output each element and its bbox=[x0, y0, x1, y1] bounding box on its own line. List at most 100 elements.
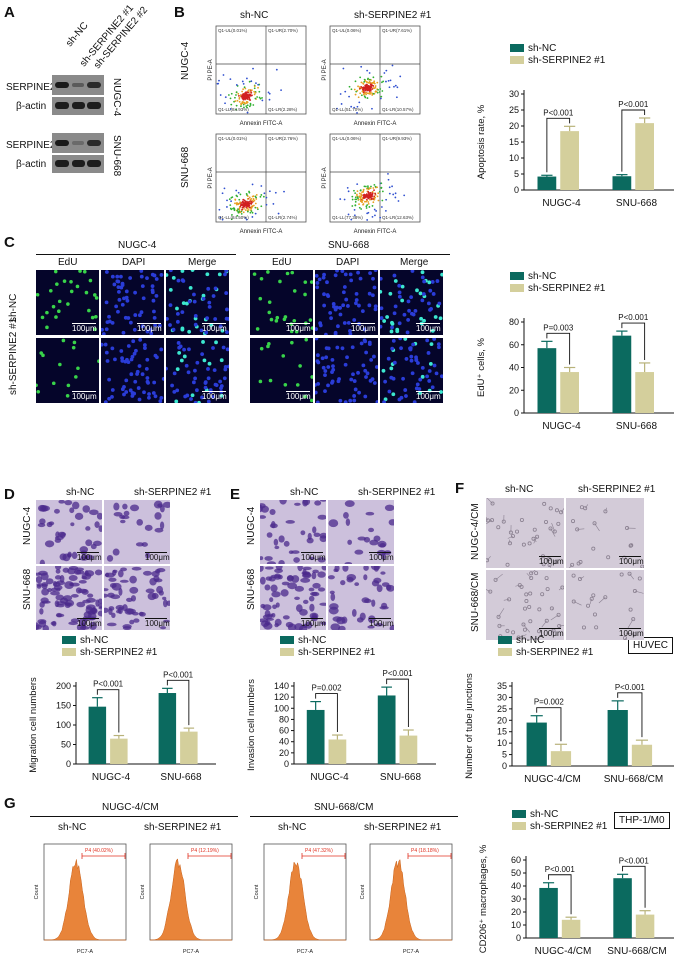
y-tick-label: 200 bbox=[56, 681, 71, 691]
scale-bar: 100μm bbox=[619, 556, 644, 566]
x-tick-label: NUGC-4 bbox=[542, 421, 581, 432]
hist-x-axis: PC7-A bbox=[183, 949, 200, 955]
bar bbox=[377, 695, 396, 764]
quadrant-label: Q1-UR(7.61%) bbox=[382, 28, 412, 33]
flow-col-title: sh-NC bbox=[240, 10, 269, 21]
x-tick-label: SNU-668 bbox=[160, 772, 202, 783]
p-value-label: P<0.001 bbox=[383, 669, 414, 678]
hist-x-axis: PC7-A bbox=[297, 949, 314, 955]
histogram-plot: P4 (47.32%) PC7-A Count bbox=[254, 843, 347, 955]
bar bbox=[560, 372, 579, 413]
legend-label: sh-NC bbox=[516, 635, 544, 646]
scale-bar: 100μm bbox=[539, 556, 564, 566]
fluorescence-image bbox=[315, 338, 378, 403]
y-tick-label: 25 bbox=[497, 704, 507, 714]
bar bbox=[399, 735, 418, 764]
channel-label: DAPI bbox=[122, 257, 146, 268]
blot-col-label: sh-NC bbox=[64, 20, 91, 50]
brightfield-image: 100μm bbox=[260, 500, 326, 564]
legend-swatch bbox=[510, 44, 524, 52]
p-value-label: P=0.002 bbox=[534, 698, 565, 707]
bar bbox=[180, 731, 198, 764]
fluorescence-image: 100μm bbox=[36, 270, 99, 335]
x-tick-label: NUGC-4 bbox=[310, 772, 349, 783]
y-tick-label: 80 bbox=[509, 317, 519, 327]
p-value-label: P=0.002 bbox=[312, 684, 343, 693]
brightfield-image: 100μm bbox=[36, 566, 102, 630]
scale-bar: 100μm bbox=[369, 618, 394, 628]
quadrant-label: Q1-LR(12.63%) bbox=[382, 215, 414, 220]
gate-label: P4 (18.18%) bbox=[411, 848, 439, 854]
significance-bracket bbox=[386, 678, 409, 728]
scale-bar: 100μm bbox=[145, 618, 170, 628]
panel-letter-c: C bbox=[4, 234, 15, 251]
x-tick-label: SNU-668/CM bbox=[607, 946, 666, 957]
fluorescence-image: 100μm bbox=[250, 338, 313, 403]
scale-bar: 100μm bbox=[351, 323, 376, 333]
histogram-plot: P4 (12.19%) PC7-A Count bbox=[140, 843, 233, 955]
blot-cell-line: SNU-668 bbox=[111, 135, 122, 177]
fluorescence-image: 100μm bbox=[101, 270, 164, 335]
bar bbox=[607, 710, 628, 766]
legend-label: sh-NC bbox=[80, 635, 108, 646]
histogram-plot: P4 (18.18%) PC7-A Count bbox=[360, 843, 453, 955]
quadrant-label: Q1-LL(84.93%) bbox=[218, 107, 249, 112]
flow-y-axis: PI PE-A bbox=[322, 167, 328, 188]
hist-y-axis: Count bbox=[140, 884, 146, 899]
blot-cell-line: NUGC-4 bbox=[111, 78, 122, 117]
y-axis-label: CD206⁺ macrophages, % bbox=[478, 844, 489, 953]
legend-swatch bbox=[512, 822, 526, 830]
y-axis-label: Number of tube junctions bbox=[464, 673, 475, 779]
panel-letter-g: G bbox=[4, 795, 16, 812]
legend-swatch bbox=[512, 810, 526, 818]
brightfield-image: 100μm bbox=[104, 566, 170, 630]
scale-bar: 100μm bbox=[137, 323, 162, 333]
x-tick-label: SNU-668/CM bbox=[604, 774, 663, 785]
bar bbox=[537, 348, 557, 413]
bar bbox=[635, 914, 655, 938]
blot-row-label: SERPINE2 bbox=[6, 140, 56, 151]
scale-bar: 100μm bbox=[202, 323, 227, 333]
flow-x-axis: Annexin FITC-A bbox=[240, 229, 283, 235]
bar bbox=[635, 123, 654, 190]
scale-bar: 100μm bbox=[369, 552, 394, 562]
legend-label: sh-NC bbox=[528, 43, 556, 54]
y-tick-label: 120 bbox=[274, 692, 289, 702]
img-col-title: sh-SERPINE2 #1 bbox=[578, 484, 656, 495]
bar bbox=[612, 335, 632, 413]
y-axis-label: Migration cell numbers bbox=[28, 677, 39, 773]
quadrant-label: Q1-UL(0.01%) bbox=[218, 136, 248, 141]
y-tick-label: 50 bbox=[61, 740, 71, 750]
x-tick-label: NUGC-4 bbox=[92, 772, 131, 783]
fluorescence-image: 100μm bbox=[315, 270, 378, 335]
y-tick-label: 0 bbox=[66, 759, 71, 769]
p-value-label: P<0.001 bbox=[618, 100, 649, 109]
img-row-label: SNU-668 bbox=[22, 568, 33, 610]
scale-bar: 100μm bbox=[539, 628, 564, 638]
quadrant-label: Q1-UL(0.06%) bbox=[332, 136, 362, 141]
flow-x-axis: Annexin FITC-A bbox=[240, 121, 283, 127]
legend-swatch bbox=[280, 636, 294, 644]
gate-label: P4 (12.19%) bbox=[191, 848, 219, 854]
p-value-label: P<0.001 bbox=[93, 680, 124, 689]
img-col-title: sh-SERPINE2 #1 bbox=[358, 487, 436, 498]
y-tick-label: 10 bbox=[511, 920, 521, 930]
gate-label: P4 (40.02%) bbox=[85, 848, 113, 854]
y-tick-label: 25 bbox=[509, 105, 519, 115]
legend-swatch bbox=[280, 648, 294, 656]
p-value-label: P<0.001 bbox=[545, 865, 576, 874]
hist-col-title: sh-SERPINE2 #1 bbox=[144, 822, 222, 833]
y-tick-label: 15 bbox=[509, 137, 519, 147]
quadrant-label: Q1-LR(10.57%) bbox=[382, 107, 414, 112]
quadrant-label: Q1-UL(0.01%) bbox=[218, 28, 248, 33]
channel-label: EdU bbox=[58, 257, 78, 268]
brightfield-image: 100μm bbox=[486, 570, 564, 640]
quadrant-label: Q1-LL(84.50%) bbox=[218, 215, 249, 220]
fluorescence-image: 100μm bbox=[380, 270, 443, 335]
flow-y-axis: PI PE-A bbox=[322, 59, 328, 80]
legend-label: sh-SERPINE2 #1 bbox=[516, 647, 594, 658]
scale-bar: 100μm bbox=[301, 618, 326, 628]
img-row-label: SNU-668/CM bbox=[470, 572, 481, 632]
flow-row-title: SNU-668 bbox=[180, 146, 191, 188]
